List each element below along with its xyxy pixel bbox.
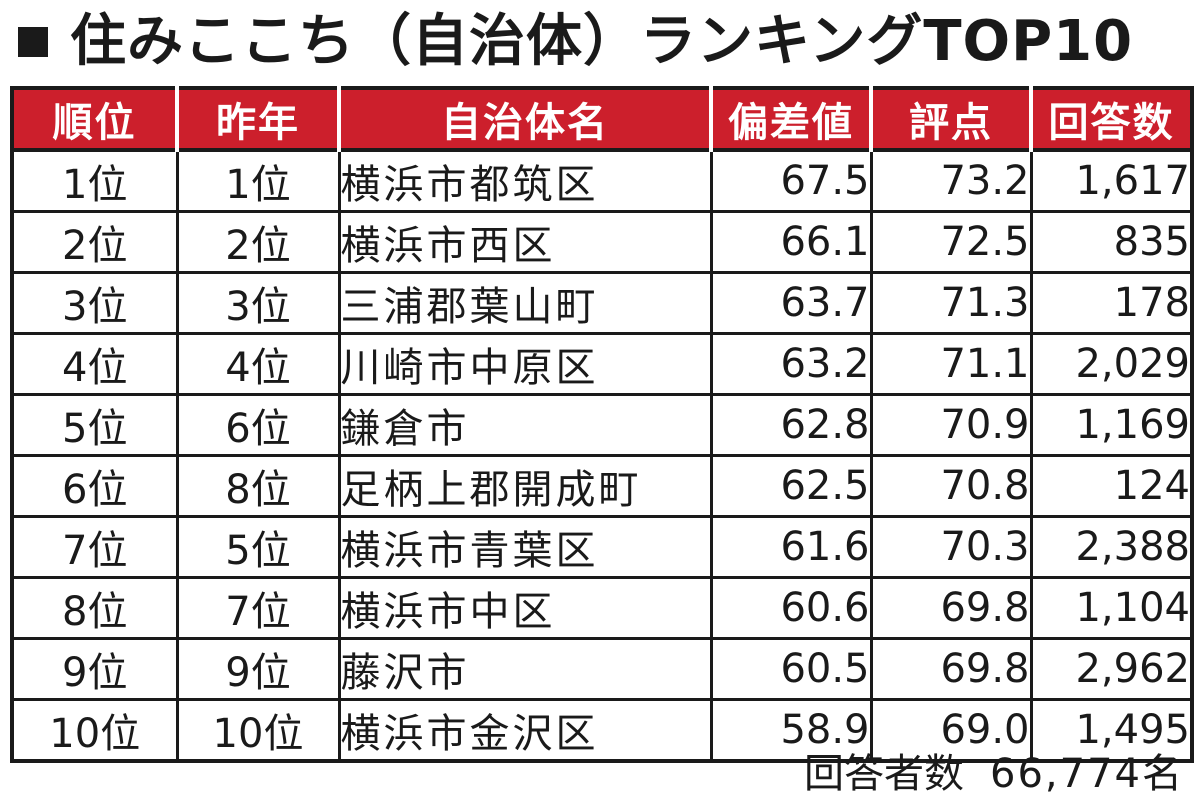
cell-rank: 10位: [10, 698, 179, 763]
cell-municipality: 三浦郡葉山町: [337, 271, 713, 335]
cell-rating: 69.8: [869, 637, 1033, 701]
cell-rank: 9位: [10, 637, 179, 701]
cell-last-year: 2位: [175, 210, 341, 274]
cell-rank: 7位: [10, 515, 179, 579]
cell-rank: 2位: [10, 210, 179, 274]
cell-last-year: 10位: [175, 698, 341, 763]
square-bullet-icon: [18, 27, 48, 57]
header-deviation: 偏差値: [711, 88, 873, 150]
header-rating: 評点: [871, 88, 1033, 150]
header-rank: 順位: [12, 88, 179, 150]
cell-rating: 73.2: [869, 148, 1033, 213]
cell-responses: 1,617: [1029, 148, 1194, 213]
table-row: 2位 2位 横浜市西区 66.1 72.5 835: [10, 210, 1194, 274]
cell-responses: 124: [1029, 454, 1194, 518]
cell-deviation: 61.6: [709, 515, 873, 579]
cell-municipality: 横浜市中区: [337, 576, 713, 640]
header-municipality: 自治体名: [339, 88, 713, 150]
cell-responses: 2,388: [1029, 515, 1194, 579]
cell-municipality: 鎌倉市: [337, 393, 713, 457]
cell-rating: 70.8: [869, 454, 1033, 518]
respondent-value: 66,774名: [990, 751, 1184, 797]
cell-last-year: 7位: [175, 576, 341, 640]
cell-last-year: 4位: [175, 332, 341, 396]
cell-rank: 5位: [10, 393, 179, 457]
table-row: 3位 3位 三浦郡葉山町 63.7 71.3 178: [10, 271, 1194, 335]
cell-rating: 70.9: [869, 393, 1033, 457]
table-row: 5位 6位 鎌倉市 62.8 70.9 1,169: [10, 393, 1194, 457]
table-body: 1位 1位 横浜市都筑区 67.5 73.2 1,617 2位 2位 横浜市西区 66.1 72.5…: [10, 148, 1194, 763]
header-last-year: 昨年: [177, 88, 341, 150]
cell-responses: 2,962: [1029, 637, 1194, 701]
cell-responses: 1,104: [1029, 576, 1194, 640]
cell-deviation: 67.5: [709, 148, 873, 213]
cell-last-year: 3位: [175, 271, 341, 335]
cell-municipality: 藤沢市: [337, 637, 713, 701]
table-row: 8位 7位 横浜市中区 60.6 69.8 1,104: [10, 576, 1194, 640]
header-row: 順位 昨年 自治体名 偏差値 評点 回答数: [12, 88, 1192, 150]
respondent-label: 回答者数: [804, 751, 965, 797]
table-header: 順位 昨年 自治体名 偏差値 評点 回答数: [12, 88, 1192, 150]
cell-last-year: 8位: [175, 454, 341, 518]
cell-responses: 2,029: [1029, 332, 1194, 396]
cell-municipality: 横浜市都筑区: [337, 148, 713, 213]
cell-rank: 6位: [10, 454, 179, 518]
cell-rating: 71.3: [869, 271, 1033, 335]
cell-last-year: 1位: [175, 148, 341, 213]
title-text: 住みここち（自治体）ランキングTOP10: [70, 9, 1134, 74]
cell-rank: 1位: [10, 148, 179, 213]
table-row: 6位 8位 足柄上郡開成町 62.5 70.8 124: [10, 454, 1194, 518]
cell-rating: 70.3: [869, 515, 1033, 579]
cell-municipality: 川崎市中原区: [337, 332, 713, 396]
cell-municipality: 足柄上郡開成町: [337, 454, 713, 518]
cell-rating: 72.5: [869, 210, 1033, 274]
cell-last-year: 9位: [175, 637, 341, 701]
cell-deviation: 62.8: [709, 393, 873, 457]
cell-rating: 69.8: [869, 576, 1033, 640]
cell-responses: 835: [1029, 210, 1194, 274]
header-responses: 回答数: [1031, 88, 1192, 150]
cell-rating: 69.0: [869, 698, 1033, 763]
cell-rank: 4位: [10, 332, 179, 396]
ranking-table: 順位 昨年 自治体名 偏差値 評点 回答数 1位 1位 横浜市都筑区 67.5 73.2…: [10, 86, 1194, 763]
cell-responses: 1,169: [1029, 393, 1194, 457]
table-row: 9位 9位 藤沢市 60.5 69.8 2,962: [10, 637, 1194, 701]
cell-deviation: 63.7: [709, 271, 873, 335]
cell-responses: 178: [1029, 271, 1194, 335]
cell-deviation: 63.2: [709, 332, 873, 396]
page-title: 住みここち（自治体）ランキングTOP10: [18, 6, 1133, 78]
cell-deviation: 66.1: [709, 210, 873, 274]
cell-deviation: 60.6: [709, 576, 873, 640]
cell-rank: 3位: [10, 271, 179, 335]
respondent-total: 回答者数 66,774名: [804, 740, 1184, 800]
cell-deviation: 60.5: [709, 637, 873, 701]
cell-municipality: 横浜市西区: [337, 210, 713, 274]
cell-deviation: 62.5: [709, 454, 873, 518]
cell-municipality: 横浜市金沢区: [337, 698, 713, 763]
table-row: 1位 1位 横浜市都筑区 67.5 73.2 1,617: [10, 148, 1194, 213]
cell-rating: 71.1: [869, 332, 1033, 396]
cell-last-year: 5位: [175, 515, 341, 579]
cell-last-year: 6位: [175, 393, 341, 457]
cell-rank: 8位: [10, 576, 179, 640]
table-row: 10位 10位 横浜市金沢区 58.9 69.0 1,495: [10, 698, 1194, 763]
cell-deviation: 58.9: [709, 698, 873, 763]
cell-municipality: 横浜市青葉区: [337, 515, 713, 579]
cell-responses: 1,495: [1029, 698, 1194, 763]
table-row: 4位 4位 川崎市中原区 63.2 71.1 2,029: [10, 332, 1194, 396]
table-row: 7位 5位 横浜市青葉区 61.6 70.3 2,388: [10, 515, 1194, 579]
